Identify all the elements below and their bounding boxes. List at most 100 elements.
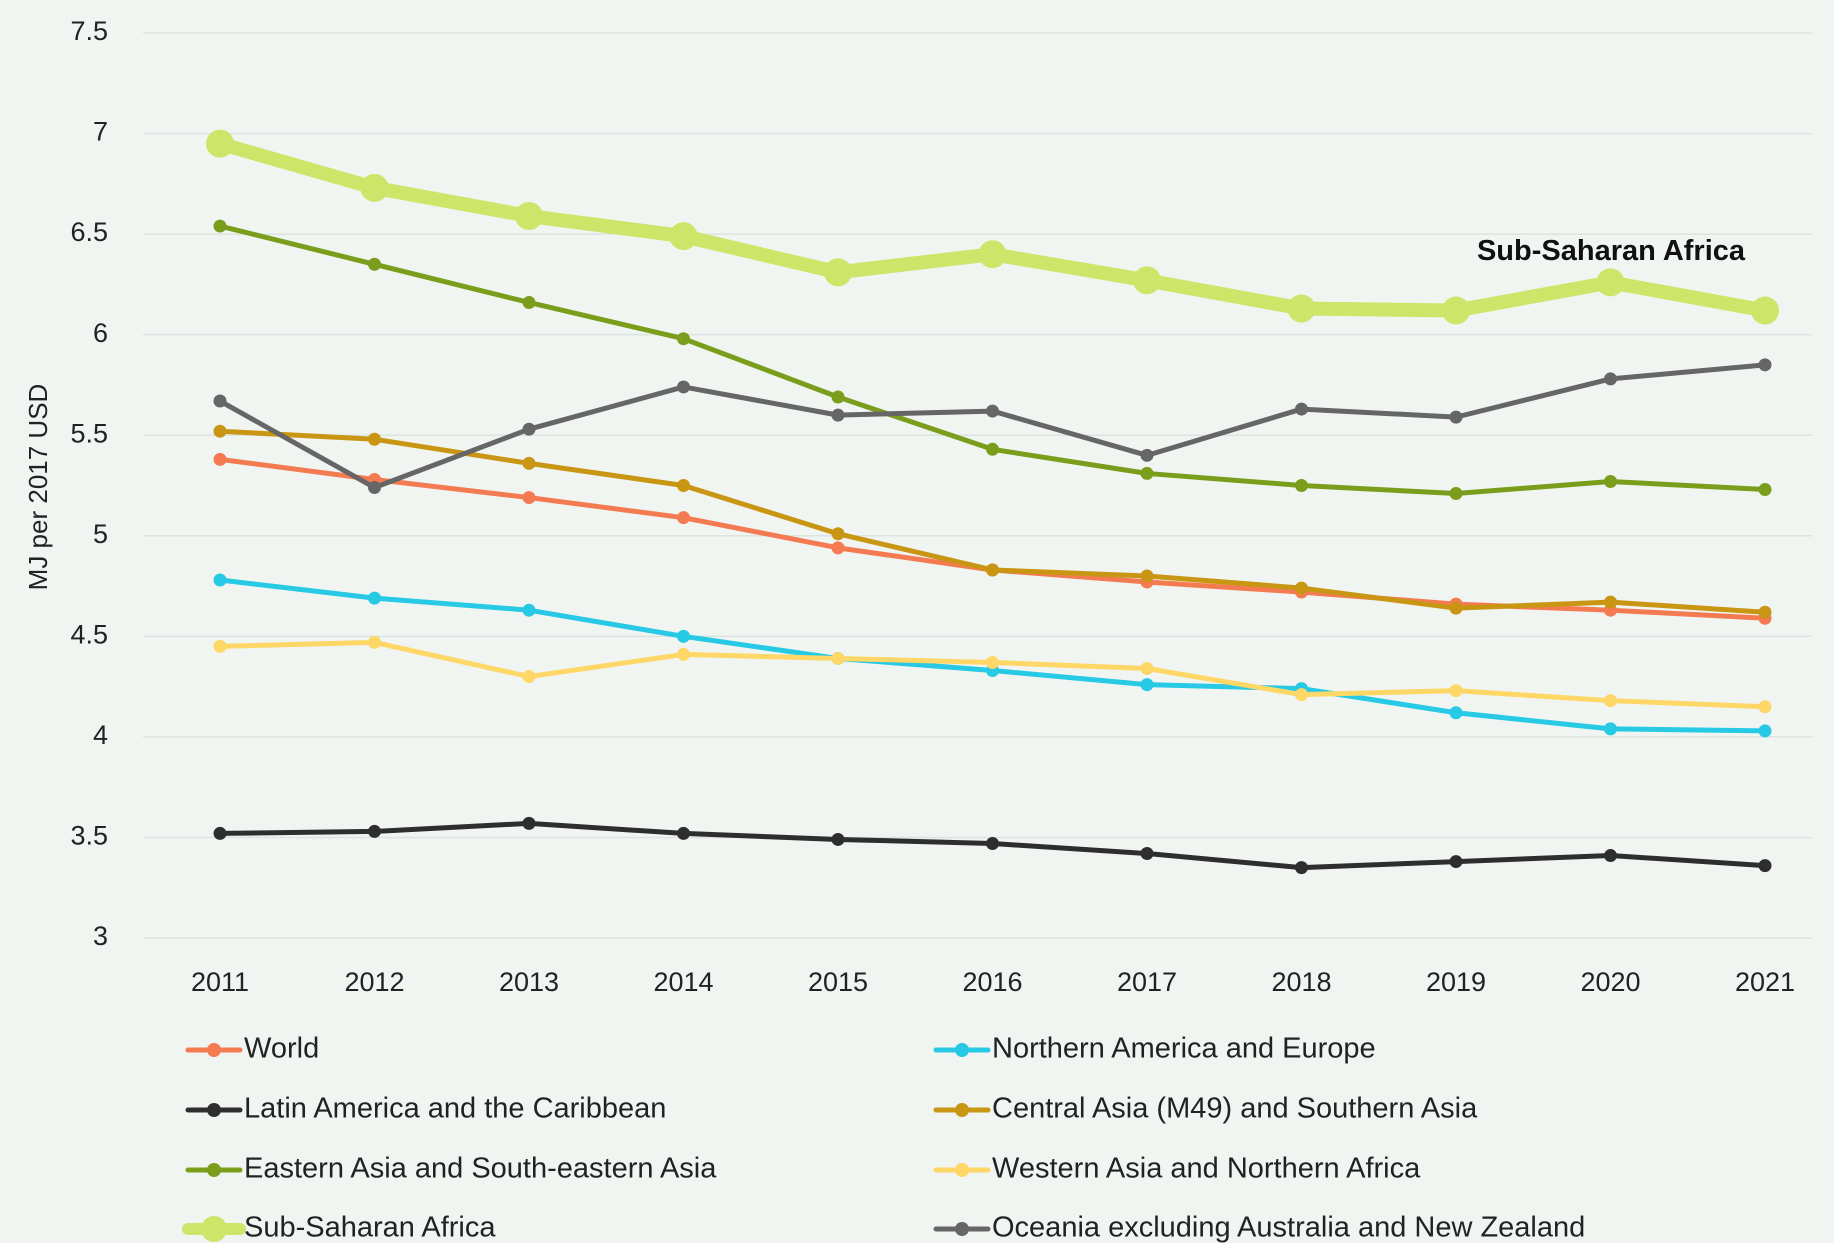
data-point — [368, 591, 381, 605]
data-point — [522, 491, 536, 505]
legend-item: Latin America and the Caribbean — [185, 1093, 666, 1125]
legend-label: Northern America and Europe — [992, 1033, 1376, 1065]
annotation-label: Sub-Saharan Africa — [1477, 235, 1746, 267]
legend-label: Western Asia and Northern Africa — [992, 1153, 1421, 1185]
legend-label: World — [244, 1033, 319, 1065]
x-tick-label: 2011 — [191, 967, 249, 997]
data-point — [669, 222, 698, 251]
legend-swatch-marker — [207, 1043, 221, 1057]
y-axis-ticks: 7.5 7 6.5 6 5.5 5 4.5 4 3.5 3 — [70, 16, 108, 951]
legend-swatch-marker — [201, 1216, 227, 1242]
series-6 — [206, 129, 1779, 325]
data-point — [677, 629, 690, 643]
data-point — [677, 647, 690, 661]
data-point — [522, 456, 536, 470]
legend-swatch-marker — [955, 1043, 969, 1057]
data-point — [1758, 605, 1772, 619]
x-tick-label: 2015 — [808, 967, 868, 997]
data-point — [1133, 266, 1161, 295]
data-point — [1604, 474, 1617, 488]
data-point — [1140, 847, 1154, 861]
data-point — [368, 432, 381, 446]
data-point — [677, 332, 690, 346]
legend-item: Oceania excluding Australia and New Zeal… — [933, 1212, 1585, 1243]
y-tick-label: 3 — [93, 921, 108, 951]
data-point — [831, 541, 845, 555]
y-axis-label: MJ per 2017 USD — [23, 384, 53, 591]
x-tick-label: 2012 — [344, 967, 404, 997]
data-point — [213, 424, 227, 438]
legend-swatch-marker — [955, 1103, 969, 1117]
data-point — [213, 826, 227, 840]
legend-label: Oceania excluding Australia and New Zeal… — [992, 1212, 1585, 1243]
series-3 — [213, 424, 1772, 619]
data-point — [1449, 706, 1463, 720]
gridlines — [143, 32, 1812, 939]
data-point — [986, 442, 999, 456]
data-point — [522, 422, 536, 436]
data-point — [1604, 722, 1617, 736]
series-1 — [213, 573, 1772, 738]
data-point — [213, 573, 227, 587]
data-point — [831, 651, 845, 665]
data-point — [1604, 595, 1617, 609]
data-point — [515, 202, 543, 231]
data-point — [1295, 861, 1308, 875]
data-point — [1758, 700, 1772, 714]
data-point — [1758, 859, 1772, 873]
data-point — [1140, 448, 1154, 462]
data-point — [986, 655, 999, 669]
legend-item: Northern America and Europe — [933, 1033, 1376, 1065]
data-point — [1758, 724, 1772, 738]
data-point — [677, 479, 690, 492]
x-axis-ticks: 2011 2012 2013 2014 2015 2016 2017 2018 2019 2020… — [191, 967, 1795, 997]
data-point — [1140, 662, 1154, 676]
data-point — [522, 670, 536, 684]
data-point — [1758, 358, 1772, 372]
data-point — [1140, 569, 1154, 583]
data-point — [986, 836, 999, 850]
x-tick-label: 2019 — [1426, 967, 1486, 997]
x-tick-label: 2014 — [653, 967, 713, 997]
data-point — [368, 635, 381, 649]
legend-item: Eastern Asia and South-eastern Asia — [185, 1153, 717, 1185]
data-point — [831, 832, 845, 846]
y-tick-label: 5 — [93, 519, 108, 549]
data-point — [1449, 855, 1463, 869]
legend-item: Western Asia and Northern Africa — [933, 1153, 1421, 1185]
data-point — [213, 394, 227, 408]
legend-label: Latin America and the Caribbean — [244, 1093, 666, 1125]
y-tick-label: 6.5 — [70, 217, 108, 247]
legend-label: Sub-Saharan Africa — [244, 1212, 496, 1243]
data-point — [1604, 849, 1617, 863]
x-tick-label: 2020 — [1580, 967, 1640, 997]
data-point — [1287, 294, 1316, 323]
data-point — [1449, 684, 1463, 698]
data-point — [213, 639, 227, 653]
data-point — [1295, 581, 1308, 595]
series-4 — [213, 219, 1772, 501]
series-5 — [213, 635, 1772, 714]
series-0 — [213, 452, 1772, 625]
legend-label: Central Asia (M49) and Southern Asia — [992, 1093, 1478, 1125]
y-tick-label: 7.5 — [70, 16, 108, 46]
legend-item: World — [185, 1033, 319, 1065]
series-line — [217, 362, 1768, 491]
y-tick-label: 5.5 — [70, 418, 108, 448]
legend: World Northern America and Europe Latin Am… — [182, 1033, 1585, 1243]
x-tick-label: 2021 — [1735, 967, 1795, 997]
y-tick-label: 4.5 — [70, 619, 108, 649]
data-point — [522, 816, 536, 830]
data-point — [1604, 372, 1617, 386]
data-point — [368, 481, 381, 495]
data-point — [677, 826, 690, 840]
legend-label: Eastern Asia and South-eastern Asia — [244, 1153, 717, 1185]
series-line — [217, 456, 1768, 621]
data-point — [986, 563, 999, 577]
data-point — [213, 219, 227, 233]
data-point — [1295, 402, 1308, 416]
data-point — [1140, 678, 1154, 692]
legend-swatch-marker — [955, 1222, 969, 1236]
series-2 — [213, 816, 1772, 875]
